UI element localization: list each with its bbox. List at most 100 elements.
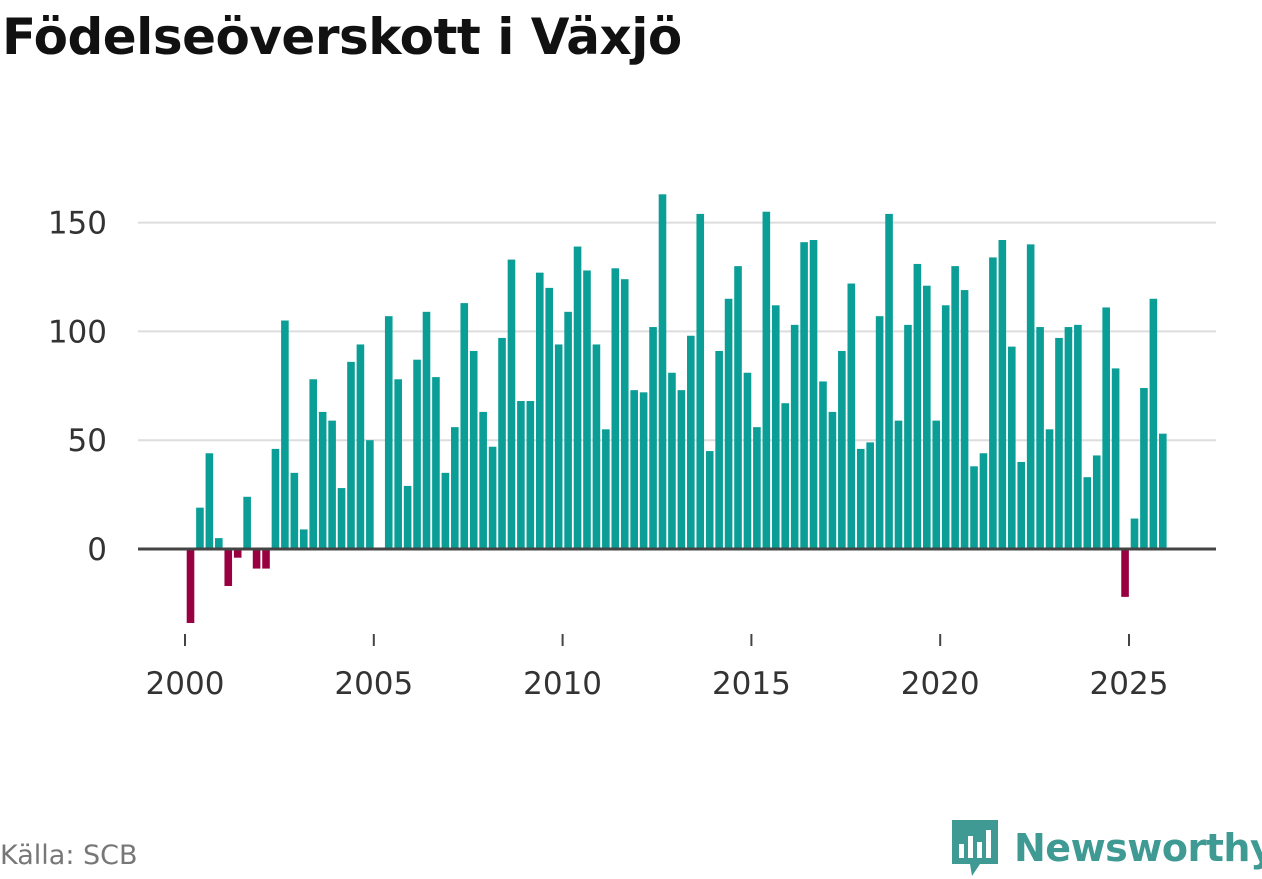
- bar-2021-q4: [1007, 346, 1016, 549]
- bar-2001-q1: [224, 549, 233, 586]
- bar-2017-q4: [856, 448, 865, 549]
- y-tick-label-100: 100: [48, 314, 107, 350]
- bar-2021-q2: [989, 257, 997, 549]
- bar-2022-q4: [1045, 429, 1054, 549]
- bar-2008-q2: [498, 337, 506, 549]
- brand-logo[interactable]: Newsworthy: [950, 818, 1262, 878]
- bar-2006-q4: [441, 472, 450, 549]
- bar-2014-q3: [734, 266, 742, 549]
- bar-2025-q4: [1159, 433, 1167, 549]
- bar-2009-q2: [535, 272, 544, 549]
- x-tick-label-2020: 2020: [901, 666, 980, 702]
- bar-chart: 0 50 100 150 2000 2005 2010 2015 2020 2025: [48, 194, 1216, 702]
- x-tick-label-2005: 2005: [334, 666, 413, 702]
- bar-2022-q1: [1017, 461, 1026, 549]
- bar-2004-q1: [337, 488, 346, 549]
- bar-2011-q3: [620, 279, 629, 549]
- bar-2020-q4: [970, 466, 978, 549]
- bar-2017-q2: [838, 350, 846, 549]
- bar-2008-q4: [517, 401, 525, 549]
- y-tick-label-50: 50: [68, 423, 107, 459]
- bar-2010-q4: [592, 344, 601, 549]
- bar-2003-q2: [309, 379, 318, 549]
- bar-2019-q1: [904, 324, 912, 549]
- bar-2013-q3: [696, 213, 705, 549]
- bar-2003-q3: [318, 411, 327, 549]
- bar-2011-q2: [611, 268, 620, 549]
- bar-2009-q4: [554, 344, 563, 549]
- bar-2013-q4: [705, 451, 714, 549]
- bar-2023-q2: [1064, 327, 1073, 549]
- bar-2015-q3: [771, 305, 780, 549]
- bar-2009-q1: [526, 401, 535, 549]
- chart-title: Födelseöverskott i Växjö: [2, 8, 682, 66]
- bar-2015-q4: [781, 403, 790, 549]
- bar-2018-q3: [885, 213, 893, 549]
- bar-2025-q1: [1130, 518, 1139, 549]
- bar-2004-q3: [356, 344, 365, 549]
- bar-2016-q4: [819, 381, 827, 549]
- bar-2023-q3: [1074, 324, 1082, 549]
- newsworthy-logo-icon: [952, 820, 998, 876]
- x-tick-label-2010: 2010: [523, 666, 602, 702]
- bar-2015-q1: [753, 427, 761, 549]
- bar-2012-q4: [668, 372, 676, 549]
- bar-2018-q4: [894, 420, 903, 549]
- bar-2010-q2: [573, 246, 582, 550]
- bar-2024-q2: [1102, 307, 1110, 549]
- bar-2016-q1: [790, 324, 799, 549]
- bar-2009-q3: [545, 287, 554, 549]
- bar-2006-q3: [432, 377, 440, 549]
- bar-2012-q1: [639, 392, 648, 549]
- bar-2018-q2: [875, 316, 884, 549]
- bar-2023-q1: [1055, 337, 1063, 549]
- bar-2019-q2: [913, 263, 922, 549]
- bar-2024-q1: [1092, 455, 1101, 549]
- bar-2025-q3: [1149, 298, 1158, 549]
- bar-2000-q2: [196, 507, 204, 549]
- bar-2025-q2: [1140, 387, 1148, 549]
- bar-2011-q4: [630, 390, 638, 549]
- bar-2014-q2: [724, 298, 733, 549]
- axes: 0 50 100 150 2000 2005 2010 2015 2020 2025: [48, 206, 1216, 702]
- bar-2013-q1: [677, 390, 686, 549]
- bar-2005-q3: [394, 379, 402, 549]
- bar-2010-q3: [583, 270, 591, 549]
- bar-2008-q3: [507, 259, 516, 549]
- y-tick-label-150: 150: [48, 206, 107, 242]
- bar-2012-q2: [649, 327, 657, 549]
- bar-2003-q1: [299, 529, 308, 549]
- bar-2019-q4: [932, 420, 941, 549]
- bar-2020-q3: [960, 290, 969, 549]
- bar-2022-q2: [1026, 244, 1035, 550]
- bar-2000-q3: [205, 453, 214, 549]
- bar-2002-q2: [271, 448, 280, 549]
- bar-2019-q3: [923, 285, 931, 549]
- bar-2021-q3: [998, 240, 1007, 549]
- bar-2010-q1: [564, 311, 572, 549]
- bar-2024-q4: [1121, 549, 1129, 597]
- bar-2001-q2: [233, 549, 242, 558]
- bar-2016-q2: [800, 242, 808, 549]
- bar-2017-q1: [828, 411, 837, 549]
- bar-2014-q4: [743, 372, 752, 549]
- x-tick-label-2025: 2025: [1090, 666, 1169, 702]
- x-tick-label-2015: 2015: [712, 666, 791, 702]
- bar-2000-q4: [215, 538, 223, 549]
- bars: [186, 194, 1167, 623]
- bar-2001-q4: [252, 549, 261, 569]
- bar-2020-q1: [941, 305, 950, 549]
- bar-2002-q1: [262, 549, 270, 569]
- bar-2004-q4: [366, 440, 374, 549]
- bar-2005-q4: [403, 485, 412, 549]
- bar-2002-q3: [281, 320, 289, 549]
- bar-2006-q2: [422, 311, 431, 549]
- source-label: Källa: SCB: [0, 840, 138, 871]
- bar-2014-q1: [715, 350, 723, 549]
- brand-name: Newsworthy: [1014, 826, 1262, 870]
- bar-2021-q1: [979, 453, 988, 549]
- bar-2007-q3: [469, 350, 478, 549]
- bar-2013-q2: [687, 335, 695, 549]
- bar-2008-q1: [488, 446, 497, 549]
- bar-2002-q4: [290, 472, 299, 549]
